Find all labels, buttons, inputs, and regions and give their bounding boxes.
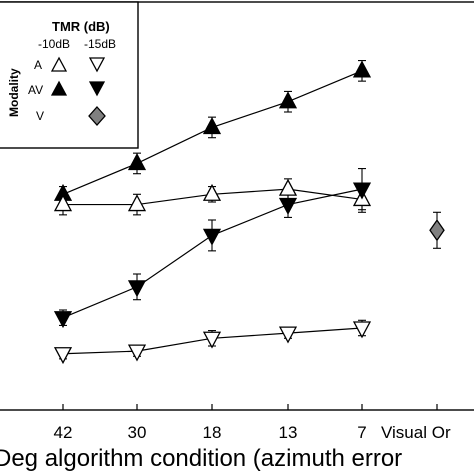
legend-title: TMR (dB) [52,19,110,34]
data-point [127,194,147,212]
data-point [352,182,372,200]
legend-col-header-10db: -10dB [38,37,70,51]
plot-frame [0,1,474,411]
series-markers [53,60,445,365]
data-point [202,183,222,201]
legend-marker-v [88,106,106,126]
x-tick-labels: 42 30 18 13 7 Visual Or [54,423,451,442]
legend-marker-a-15db [88,57,106,73]
data-point [53,194,73,212]
x-tick-label: 30 [128,423,147,442]
x-tick-label: 42 [54,423,73,442]
legend-row-v: V [36,109,44,123]
x-tick-label: Visual Or [381,423,451,442]
x-tick-label: 18 [203,423,222,442]
data-point [53,311,73,329]
data-point [429,219,445,242]
x-tick-label: 7 [357,423,366,442]
data-point [278,197,298,215]
legend-box [0,1,139,149]
legend-marker-av-15db [88,81,106,97]
legend-row-a: A [34,58,42,72]
data-point [202,117,222,135]
data-point [278,326,298,344]
data-point [202,228,222,246]
data-point [127,280,147,298]
x-axis-ticks [62,404,438,410]
legend-row-title: Modality [7,68,21,117]
data-point [352,60,372,78]
x-tick-label: 13 [279,423,298,442]
legend-col-header-15db: -15dB [84,37,116,51]
series-line [62,188,363,319]
data-point [278,178,298,196]
data-point [127,344,147,362]
data-point [278,91,298,109]
legend-row-av: AV [28,83,43,97]
data-point [53,347,73,365]
data-point [202,331,222,349]
legend: TMR (dB) -10dB -15dB Modality A AV V [0,1,139,149]
data-point [352,321,372,339]
x-axis-label: Deg algorithm condition (azimuth error [0,445,402,472]
legend-marker-a-10db [50,56,68,72]
legend-marker-av-10db [50,80,68,96]
data-point [127,153,147,171]
